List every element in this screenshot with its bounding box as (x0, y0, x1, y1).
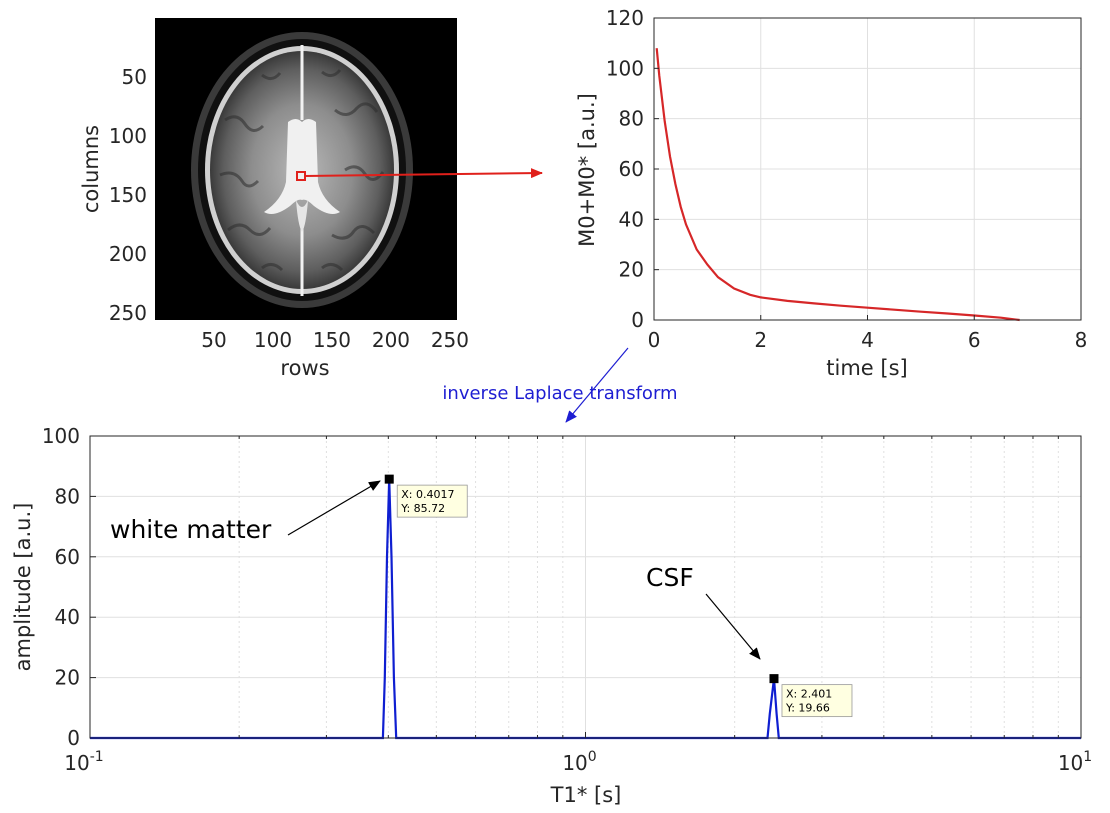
datatip-x-text: X: 0.4017 (401, 488, 454, 501)
spectrum-series (90, 479, 1081, 740)
datatip-box (396, 484, 468, 518)
decay-y-tick-label: 20 (619, 258, 644, 282)
mri-y-tick-label: 50 (122, 65, 147, 89)
decay-y-tick-label: 0 (631, 308, 644, 332)
spectrum-x-tick-base: 10 (562, 751, 587, 775)
mri-y-tick-label: 150 (109, 183, 147, 207)
decay-x-label: time [s] (826, 356, 907, 380)
decay-y-tick-label: 80 (619, 107, 644, 131)
decay-y-label: M0+M0* [a.u.] (575, 93, 599, 247)
mri-x-tick-label: 100 (254, 328, 292, 352)
brain-image (191, 32, 413, 308)
decay-y-tick-label: 60 (619, 157, 644, 181)
decay-y-tick-label: 100 (606, 56, 644, 80)
third-ventricle (296, 200, 308, 232)
spectrum-x-tick-label: 100 (562, 749, 596, 775)
spectrum-x-tick-exponent: -1 (90, 749, 104, 765)
spectrum-x-tick-base: 10 (1058, 751, 1083, 775)
mri-panel: 50 100 150 200 250 50 100 150 200 250 rows column… (79, 18, 469, 380)
spectrum-line (90, 479, 1081, 740)
mri-x-tick-label: 50 (201, 328, 226, 352)
decay-x-tick-label: 2 (754, 328, 767, 352)
mri-x-tick-label: 250 (431, 328, 469, 352)
spectrum-x-label: T1* [s] (550, 783, 622, 807)
decay-x-tick-label: 6 (968, 328, 981, 352)
datatip-box (781, 684, 853, 718)
mri-x-label: rows (280, 356, 329, 380)
mri-x-tick-label: 200 (372, 328, 410, 352)
decay-y-tick-label: 40 (619, 207, 644, 231)
spectrum-y-label: amplitude [a.u.] (11, 503, 35, 672)
csf-arrow (705, 593, 761, 660)
lateral-ventricles (264, 119, 340, 214)
mri-ticks: 50 100 150 200 250 50 100 150 200 250 (109, 65, 469, 352)
datatip-x-text: X: 2.401 (786, 688, 832, 701)
spectrum-y-tick-label: 80 (55, 484, 80, 508)
cortical-folds (219, 69, 385, 272)
spectrum-x-tick-label: 101 (1058, 749, 1092, 775)
mri-x-tick-label: 150 (313, 328, 351, 352)
mri-y-tick-label: 250 (109, 301, 147, 325)
mri-y-tick-label: 200 (109, 242, 147, 266)
spectrum-y-tick-label: 60 (55, 545, 80, 569)
spectrum-y-tick-label: 40 (55, 605, 80, 629)
transform-arrow (565, 347, 629, 423)
datatip-y-text: Y: 85.72 (400, 502, 445, 515)
mri-y-tick-label: 100 (109, 124, 147, 148)
csf-label: CSF (646, 563, 694, 592)
spectrum-x-tick-exponent: 0 (588, 749, 597, 765)
datatip-marker (769, 674, 779, 684)
decay-y-tick-label: 120 (606, 6, 644, 30)
spectrum-x-tick-label: 10-1 (64, 749, 103, 775)
mri-y-label: columns (79, 125, 103, 213)
roi-arrow (304, 168, 543, 179)
spectrum-y-tick-label: 100 (42, 424, 80, 448)
spectrum-x-tick-base: 10 (64, 751, 89, 775)
decay-x-tick-label: 8 (1075, 328, 1088, 352)
decay-x-tick-label: 0 (648, 328, 661, 352)
white-matter-label: white matter (110, 515, 272, 544)
decay-x-tick-label: 4 (861, 328, 874, 352)
decay-series (655, 48, 1020, 322)
datatip-marker (384, 474, 394, 484)
spectrum-y-tick-label: 20 (55, 666, 80, 690)
datatip-y-text: Y: 19.66 (785, 702, 830, 715)
transform-label: inverse Laplace transform (442, 383, 677, 404)
spectrum-y-tick-label: 0 (67, 726, 80, 750)
white-matter-arrow (287, 480, 381, 536)
spectrum-x-tick-exponent: 1 (1083, 749, 1092, 765)
decay-line (655, 48, 1020, 322)
